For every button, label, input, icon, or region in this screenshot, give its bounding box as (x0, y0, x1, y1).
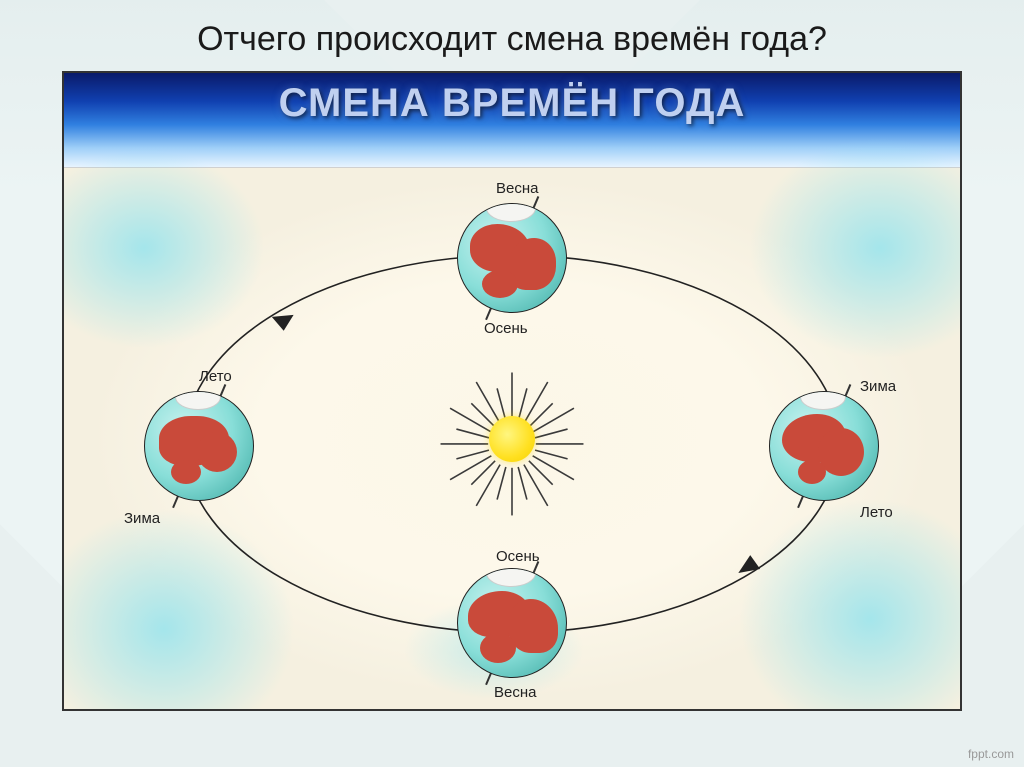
label-summer-left: Лето (199, 368, 232, 385)
diagram-frame: СМЕНА ВРЕМЁН ГОДА (62, 71, 962, 711)
label-summer-right: Лето (860, 504, 893, 521)
earth-left-summer (144, 391, 254, 501)
sun (477, 404, 547, 474)
sun-core (489, 416, 535, 462)
label-winter-left: Зима (124, 510, 160, 527)
diagram-subtitle: СМЕНА ВРЕМЁН ГОДА (64, 81, 960, 126)
globe-icon (457, 203, 567, 313)
diagram-body: Весна Осень Осень Весна Лето Зима (64, 168, 960, 709)
slide-title: Отчего происходит смена времён года? (0, 0, 1024, 71)
label-autumn-inner: Осень (484, 320, 528, 337)
label-spring-outer-b: Весна (494, 684, 536, 701)
label-spring-outer: Весна (496, 180, 538, 197)
label-autumn-inner-b: Осень (496, 548, 540, 565)
earth-bottom-autumn (457, 568, 567, 678)
label-winter-right: Зима (860, 378, 896, 395)
globe-icon (144, 391, 254, 501)
globe-icon (457, 568, 567, 678)
globe-icon (769, 391, 879, 501)
watermark: fppt.com (968, 747, 1014, 761)
earth-top-spring (457, 203, 567, 313)
earth-right-winter (769, 391, 879, 501)
